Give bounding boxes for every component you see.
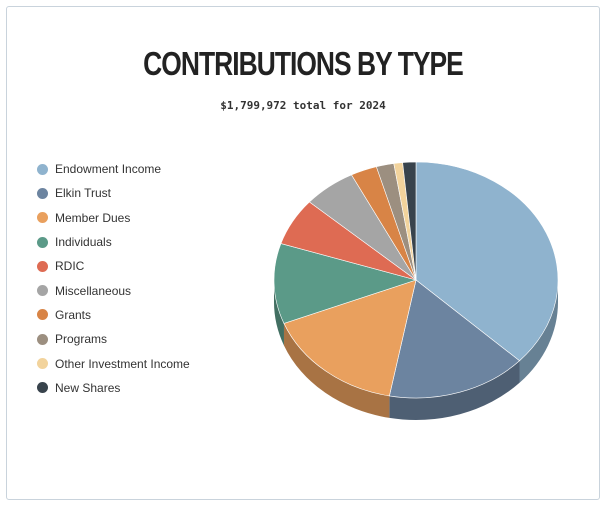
- pie-slice: [283, 279, 417, 397]
- legend-label: Grants: [55, 307, 92, 322]
- legend-swatch: [37, 382, 48, 394]
- legend-label: Endowment Income: [55, 162, 162, 177]
- legend-item: New Shares: [37, 376, 190, 400]
- legend-item: RDIC: [37, 254, 190, 278]
- legend-label: Individuals: [55, 235, 112, 250]
- chart-title: CONTRIBUTIONS BY TYPE: [143, 45, 464, 82]
- legend-swatch: [37, 285, 48, 297]
- pie-top: [273, 161, 559, 399]
- legend-label: RDIC: [55, 259, 85, 274]
- pie-slice: [273, 243, 418, 324]
- legend-swatch: [37, 236, 48, 248]
- chart-card: CONTRIBUTIONS BY TYPE $1,799,972 total f…: [6, 6, 600, 500]
- legend-label: New Shares: [55, 380, 121, 395]
- legend-item: Grants: [37, 303, 190, 327]
- legend-item: Programs: [37, 327, 190, 351]
- legend-label: Member Dues: [55, 210, 131, 225]
- chart-subtitle: $1,799,972 total for 2024: [220, 99, 386, 112]
- legend-label: Other Investment Income: [55, 356, 190, 371]
- pie-chart: [273, 161, 559, 420]
- pie-side-walls: [274, 280, 558, 420]
- legend-label: Programs: [55, 332, 108, 347]
- pie-slice: [402, 161, 417, 281]
- legend-swatch: [37, 187, 48, 199]
- legend-swatch: [37, 163, 48, 175]
- legend-item: Miscellaneous: [37, 278, 190, 302]
- pie-slice: [415, 161, 559, 362]
- legend-swatch: [37, 212, 48, 224]
- chart-legend: Endowment Income Elkin Trust Member Dues…: [37, 157, 190, 400]
- legend-item: Endowment Income: [37, 157, 190, 181]
- pie-side: [283, 323, 390, 418]
- legend-swatch: [37, 333, 48, 345]
- legend-item: Other Investment Income: [37, 351, 190, 375]
- pie-side: [519, 280, 558, 383]
- legend-label: Miscellaneous: [55, 283, 132, 298]
- pie-slice: [389, 279, 520, 399]
- legend-item: Member Dues: [37, 206, 190, 230]
- legend-swatch: [37, 358, 48, 370]
- pie-side: [274, 280, 284, 346]
- legend-label: Elkin Trust: [55, 186, 112, 201]
- legend-item: Elkin Trust: [37, 181, 190, 205]
- legend-item: Individuals: [37, 230, 190, 254]
- legend-swatch: [37, 260, 48, 272]
- legend-swatch: [37, 309, 48, 321]
- pie-side: [389, 360, 520, 420]
